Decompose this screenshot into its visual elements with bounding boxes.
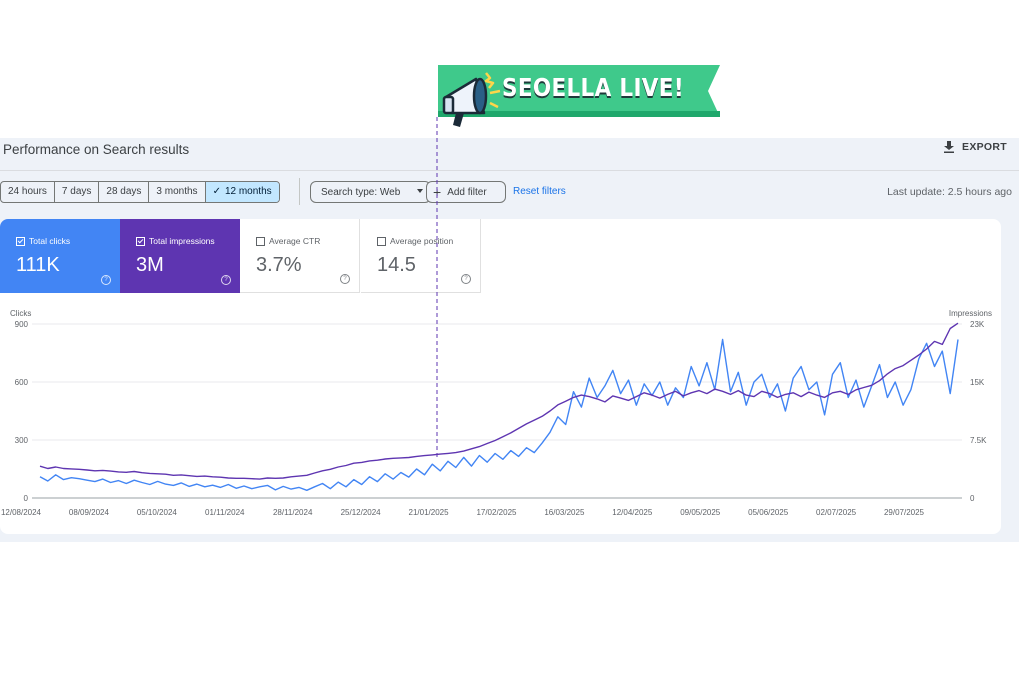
export-button[interactable]: EXPORT (943, 141, 1007, 153)
y-right-tick-label: 15K (970, 378, 985, 387)
x-tick-label: 01/11/2024 (205, 508, 245, 517)
check-icon: ✓ (212, 186, 221, 197)
x-tick-label: 12/04/2025 (612, 508, 653, 517)
series-line-clicks (39, 338, 959, 491)
metric-label: Total clicks (29, 236, 71, 246)
banner-title: SEOELLA LIVE! (502, 73, 684, 102)
y-right-tick-label: 0 (970, 494, 975, 503)
range-label: 3 months (156, 186, 198, 197)
range-label: 12 months (224, 186, 272, 197)
caret-down-icon (417, 189, 423, 193)
checkbox-icon[interactable] (377, 236, 386, 246)
help-icon[interactable]: ? (340, 274, 350, 284)
metric-value: 14.5 (377, 254, 416, 276)
series-line-impressions (39, 322, 959, 480)
metric-total-impressions[interactable]: Total impressions 3M ? (120, 219, 240, 293)
download-icon (944, 141, 955, 153)
x-tick-label: 05/10/2024 (137, 508, 178, 517)
range-28-days[interactable]: 28 days (99, 182, 150, 202)
x-tick-label: 16/03/2025 (544, 508, 585, 517)
last-update-text: Last update: 2.5 hours ago (887, 186, 1012, 198)
metric-label: Average position (390, 236, 454, 246)
range-24-hours[interactable]: 24 hours (1, 182, 55, 202)
y-left-axis-title: Clicks (10, 309, 31, 318)
range-label: 7 days (61, 186, 92, 197)
metric-label: Average CTR (269, 236, 321, 246)
y-left-tick-label: 0 (24, 494, 29, 503)
range-7-days[interactable]: 7 days (55, 182, 100, 202)
filter-bar: 24 hours 7 days 28 days 3 months ✓ 12 mon… (0, 178, 1019, 205)
reset-filters-link[interactable]: Reset filters (513, 186, 566, 197)
x-tick-label: 08/09/2024 (69, 508, 110, 517)
y-left-tick-label: 600 (15, 378, 29, 387)
performance-card: Total clicks 111K ? Total impressions 3M… (0, 219, 1001, 534)
x-tick-label: 12/08/2024 (1, 508, 42, 517)
banner-ribbon-shape (438, 65, 720, 117)
search-type-label: Search type: Web (321, 186, 401, 198)
date-range-selector: 24 hours 7 days 28 days 3 months ✓ 12 mon… (0, 181, 280, 203)
x-tick-label: 21/01/2025 (409, 508, 450, 517)
help-icon[interactable]: ? (101, 275, 111, 285)
metric-average-ctr[interactable]: Average CTR 3.7% ? (240, 219, 360, 293)
divider (299, 178, 300, 205)
metric-average-position[interactable]: Average position 14.5 ? (361, 219, 481, 293)
checkbox-checked-icon[interactable] (16, 236, 25, 246)
x-tick-label: 29/07/2025 (884, 508, 925, 517)
metric-total-clicks[interactable]: Total clicks 111K ? (0, 219, 120, 293)
y-right-axis-title: Impressions (949, 309, 992, 318)
performance-chart: 0 0 300 7.5K 600 15K 900 23K Clicks Impressions 12… (1, 309, 992, 517)
x-tick-label: 09/05/2025 (680, 508, 721, 517)
metric-value: 3M (136, 254, 164, 276)
metric-label: Total impressions (149, 236, 215, 246)
y-left-tick-label: 300 (15, 436, 29, 445)
add-filter-label: Add filter (447, 186, 487, 198)
x-tick-label: 25/12/2024 (341, 508, 382, 517)
page-title: Performance on Search results (3, 142, 190, 157)
x-tick-label: 28/11/2024 (273, 508, 313, 517)
range-12-months[interactable]: ✓ 12 months (205, 182, 279, 202)
y-left-tick-label: 900 (15, 320, 29, 329)
metric-value: 3.7% (256, 254, 302, 276)
y-right-tick-label: 7.5K (970, 436, 987, 445)
panel-header: Performance on Search results EXPORT (0, 138, 1019, 171)
add-filter-button[interactable]: + Add filter (426, 181, 506, 203)
search-type-dropdown[interactable]: Search type: Web (310, 181, 431, 203)
checkbox-icon[interactable] (256, 236, 265, 246)
megaphone-icon (442, 72, 501, 127)
export-label: EXPORT (962, 141, 1007, 153)
range-3-months[interactable]: 3 months (149, 182, 206, 202)
x-tick-label: 02/07/2025 (816, 508, 857, 517)
search-console-panel: Performance on Search results EXPORT 24 … (0, 138, 1019, 542)
y-right-tick-label: 23K (970, 320, 985, 329)
plus-icon: + (433, 184, 442, 200)
checkbox-checked-icon[interactable] (136, 236, 145, 246)
range-label: 28 days (106, 186, 142, 197)
range-label: 24 hours (8, 186, 47, 197)
x-tick-label: 05/06/2025 (748, 508, 789, 517)
metric-value: 111K (16, 254, 60, 276)
x-tick-label: 17/02/2025 (476, 508, 517, 517)
seoella-live-banner: SEOELLA LIVE! (438, 65, 720, 127)
help-icon[interactable]: ? (461, 274, 471, 284)
help-icon[interactable]: ? (221, 275, 231, 285)
